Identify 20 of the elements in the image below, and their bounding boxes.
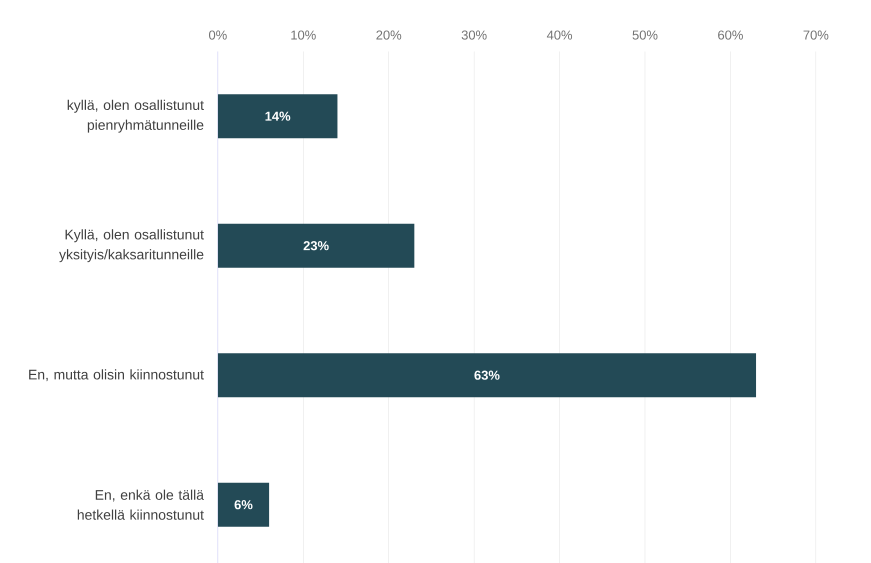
data-label: 14% bbox=[266, 112, 290, 121]
x-tick-label: 50% bbox=[632, 30, 658, 40]
data-label: 6% bbox=[234, 500, 252, 510]
x-tick-label: 70% bbox=[804, 30, 828, 40]
y-tick-label: kyllä, olen osallistunut pienryhmätunneille bbox=[68, 100, 204, 133]
x-tick-label: 10% bbox=[291, 30, 316, 40]
bar bbox=[218, 353, 756, 398]
y-tick-label: En, enkä ole tällä hetkellä kiinnostunut bbox=[78, 490, 204, 520]
y-tick-label: Kyllä, olen osallistunut yksityis/kaksaritunneille bbox=[59, 229, 204, 262]
bar bbox=[218, 94, 338, 138]
x-tick-label: 20% bbox=[376, 30, 402, 40]
x-tick-label: 60% bbox=[718, 30, 743, 40]
bar bbox=[218, 224, 414, 268]
x-tick-label: 40% bbox=[546, 30, 572, 40]
data-label: 63% bbox=[474, 370, 500, 380]
data-label: 23% bbox=[304, 241, 329, 250]
bar bbox=[218, 482, 270, 527]
x-tick-label: 30% bbox=[462, 30, 487, 40]
y-tick-label: En, mutta olisin kiinnostunut bbox=[29, 369, 204, 382]
x-tick-label: 0% bbox=[208, 30, 227, 40]
